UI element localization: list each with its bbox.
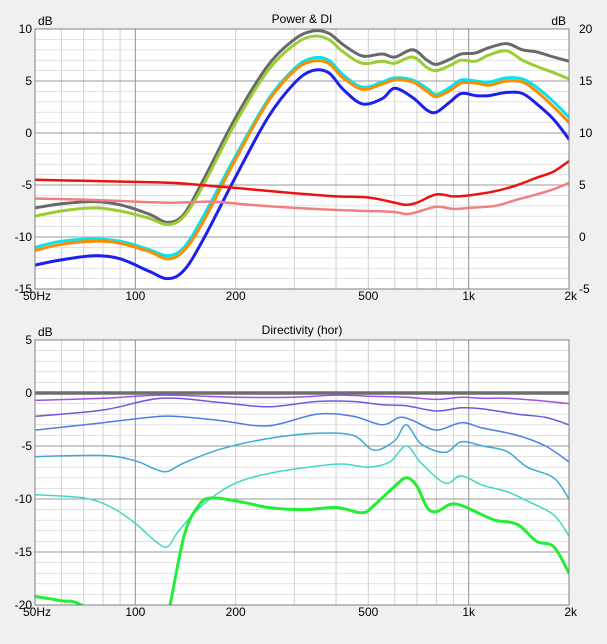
x-tick-label: 50Hz: [23, 289, 51, 303]
series-line-4: [35, 412, 569, 463]
y-tick-label: -5: [21, 178, 32, 192]
y-tick-label: -10: [15, 230, 33, 244]
series-line-2: [35, 34, 569, 227]
y-tick-label: 0: [25, 126, 32, 140]
y-tick-label: -15: [15, 545, 33, 559]
series-line-3: [35, 397, 569, 426]
plot-area: [35, 29, 569, 289]
x-tick-label: 100: [125, 289, 145, 303]
plot-frame: [34, 28, 570, 290]
x-tick-label: 50Hz: [23, 605, 51, 619]
x-tick-label: 1k: [462, 289, 476, 303]
y2-tick-label: 20: [579, 22, 593, 36]
y-tick-label: -5: [21, 439, 32, 453]
y-tick-label: -15: [15, 282, 33, 296]
series-line-6: [35, 159, 569, 207]
x-tick-label: 2k: [564, 289, 578, 303]
y-tick-label: 10: [19, 22, 33, 36]
series-line-7: [35, 476, 569, 605]
y2-tick-label: 5: [579, 178, 586, 192]
series-line-4: [35, 59, 569, 261]
plot-frame: [34, 339, 570, 606]
y2-tick-label: 10: [579, 126, 593, 140]
y-tick-label: -10: [15, 492, 33, 506]
y-axis-label: dB: [38, 325, 53, 339]
y-tick-label: 5: [25, 74, 32, 88]
power-di-chart: Power & DI dB 10 5 0 -5 -10 -15 dB 20 15 10 5 0 -5 50Hz…: [15, 12, 593, 303]
y2-axis-label: dB: [551, 14, 566, 28]
series-line-3: [35, 55, 569, 258]
series-line-2: [35, 394, 569, 405]
y-axis-label: dB: [38, 14, 53, 28]
y2-tick-label: 0: [579, 230, 586, 244]
series-line-5: [35, 68, 569, 281]
x-tick-label: 200: [226, 289, 246, 303]
series-line-7: [35, 181, 569, 216]
x-tick-label: 2k: [564, 605, 578, 619]
x-tick-label: 200: [226, 605, 246, 619]
chart-title: Power & DI: [272, 12, 333, 26]
y2-tick-label: -5: [579, 282, 590, 296]
x-tick-label: 500: [358, 605, 378, 619]
series-line-1: [35, 29, 569, 224]
y-tick-label: 5: [25, 333, 32, 347]
chart-title: Directivity (hor): [262, 323, 343, 337]
series-line-6: [35, 445, 569, 548]
series-line-5: [35, 424, 569, 500]
plot-area: [35, 340, 569, 605]
y2-tick-label: 15: [579, 74, 593, 88]
x-tick-label: 100: [125, 605, 145, 619]
y-tick-label: -20: [15, 598, 33, 612]
x-tick-label: 500: [358, 289, 378, 303]
y-tick-label: 0: [25, 386, 32, 400]
x-tick-label: 1k: [462, 605, 476, 619]
